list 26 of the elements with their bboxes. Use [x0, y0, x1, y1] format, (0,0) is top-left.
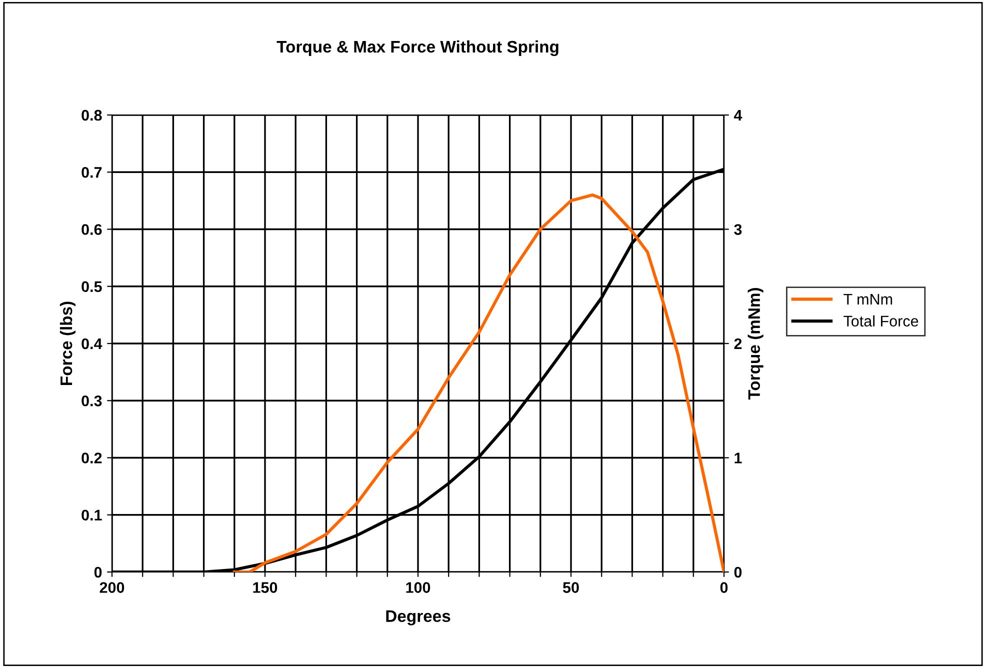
x-tick-label: 50 — [562, 582, 579, 593]
chart-title: Torque & Max Force Without Spring — [276, 40, 558, 56]
x-tick-label: 100 — [406, 582, 430, 593]
y2-tick-label: 4 — [734, 110, 742, 121]
legend-label: Total Force — [844, 315, 918, 327]
y-axis-title: Force (lbs) — [60, 302, 76, 385]
line-series — [232, 193, 724, 572]
y2-tick-label: 2 — [734, 338, 742, 350]
x-tick-label: 150 — [253, 582, 278, 593]
y-tick-label: 0 — [94, 566, 102, 578]
y2-axis-title: Torque (mNm) — [748, 288, 764, 400]
y-tick-label: 0.8 — [82, 110, 102, 121]
y-tick-label: 0.3 — [82, 395, 102, 406]
y2-tick-label: 3 — [734, 224, 742, 235]
y-tick-label: 0.4 — [82, 338, 102, 350]
x-axis-title: Degrees — [386, 610, 450, 626]
y-tick-label: 0.2 — [82, 452, 102, 464]
legend-label: T mNm — [844, 294, 892, 305]
y-tick-label: 0.7 — [82, 166, 102, 178]
y2-tick-label: 1 — [734, 452, 742, 464]
y2-tick-label: 0 — [734, 566, 742, 578]
y-tick-label: 0.1 — [82, 510, 102, 521]
y-tick-label: 0.6 — [82, 224, 102, 235]
x-tick-label: 0 — [720, 582, 728, 593]
x-tick-label: 200 — [100, 582, 124, 593]
y-tick-label: 0.5 — [82, 281, 102, 292]
